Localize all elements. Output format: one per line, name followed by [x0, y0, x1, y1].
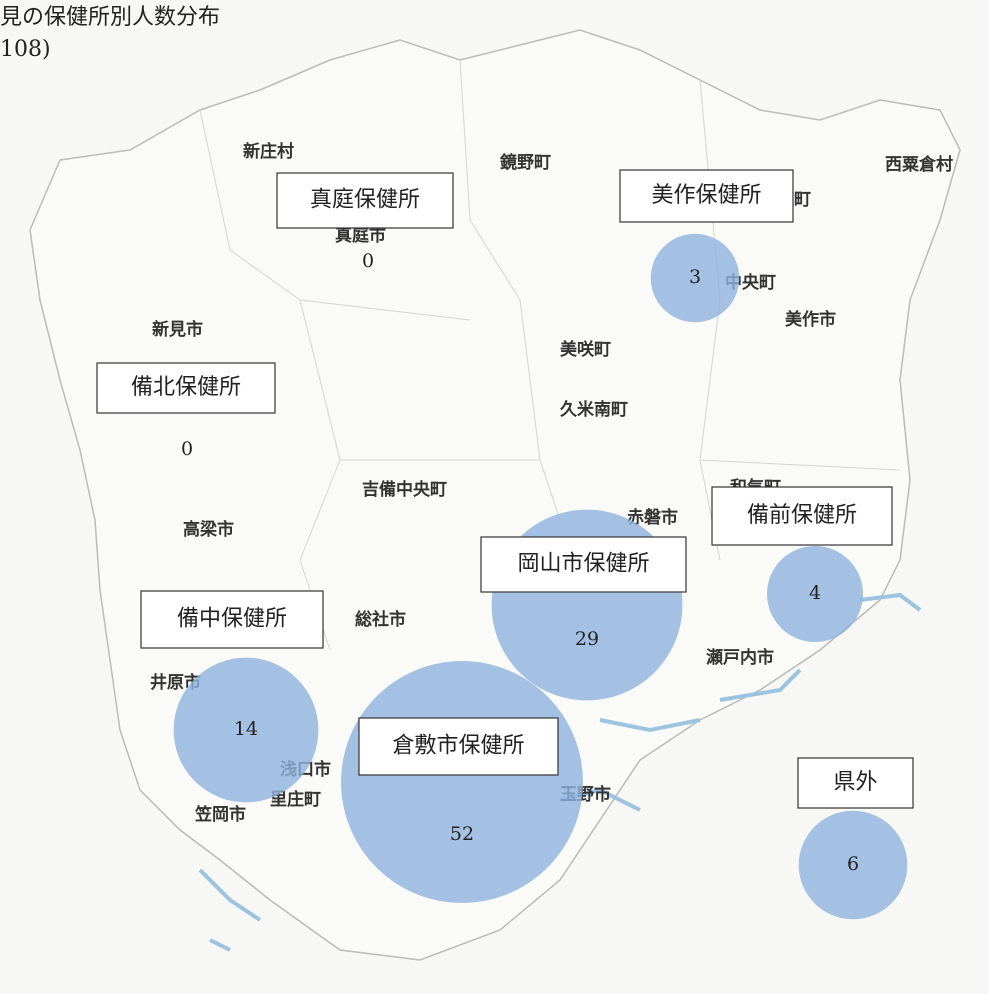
town-label: 美作市: [785, 309, 836, 330]
bubble-value: 52: [450, 823, 474, 845]
office-box: [140, 590, 324, 649]
town-label: 瀬戸内市: [706, 647, 774, 668]
town-label: 高梁市: [183, 519, 234, 540]
bubble: [767, 546, 863, 642]
town-label: 里庄町: [270, 789, 321, 810]
office-box: [358, 717, 559, 776]
town-label: 新見市: [152, 319, 203, 340]
office-label: 美作保健所: [651, 183, 761, 208]
bubble: [341, 661, 583, 903]
town-label: 総社市: [355, 609, 406, 630]
office-label: 倉敷市保健所: [392, 734, 524, 759]
bubble-value: 3: [689, 266, 701, 288]
inner-borders: [199, 59, 901, 651]
office-label: 真庭保健所: [310, 188, 420, 213]
office-label: 県外: [833, 770, 877, 795]
town-label: 笠岡市: [195, 804, 246, 825]
town-label: 新庄村: [243, 141, 294, 162]
town-label: 吉備中央町: [362, 479, 447, 500]
title: 見の保健所別人数分布: [0, 5, 220, 30]
bubble: [173, 657, 319, 803]
office-box: [797, 757, 914, 809]
bubble-value: 6: [847, 853, 859, 875]
office-box: [480, 536, 687, 593]
bubble-value: 0: [362, 250, 374, 272]
subtitle: 108): [0, 37, 51, 62]
office-box: [276, 172, 454, 229]
bubble: [650, 233, 740, 323]
office-label: 備前保健所: [747, 503, 857, 528]
bubble: [798, 810, 908, 920]
town-label: 美咲町: [560, 339, 611, 360]
town-label: 赤磐市: [627, 507, 678, 528]
office-label: 備中保健所: [177, 607, 287, 632]
labels: 0 真庭保健所 3 美作保健所 0 備北保健所 29 岡山市保健所 4 備前保健所 14 備中保健所 5…: [96, 169, 914, 875]
town-label: 久米南町: [560, 399, 628, 420]
bubble-value: 29: [575, 628, 599, 650]
town-label: 鏡野町: [500, 152, 551, 173]
office-box: [96, 362, 276, 414]
bubble-value: 0: [181, 438, 193, 460]
town-label: 真庭市: [335, 225, 386, 246]
coastline: [198, 592, 922, 952]
bubble-value: 4: [809, 582, 821, 604]
office-box: [711, 486, 893, 546]
office-label: 備北保健所: [131, 375, 241, 400]
town-label: 西粟倉村: [885, 154, 953, 175]
office-box: [619, 169, 794, 223]
office-label: 岡山市保健所: [517, 552, 649, 577]
bubble-value: 14: [234, 718, 258, 740]
